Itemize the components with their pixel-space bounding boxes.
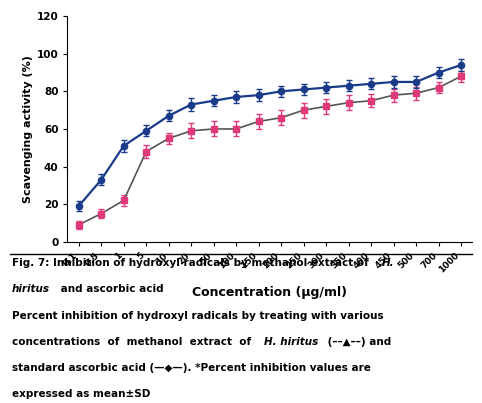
Text: Fig. 7: Inhibition of hydroxyl radicals by methanol extract of: Fig. 7: Inhibition of hydroxyl radicals …: [12, 258, 373, 268]
Text: standard ascorbic acid (—◆—). *Percent inhibition values are: standard ascorbic acid (—◆—). *Percent i…: [12, 363, 371, 373]
Y-axis label: Scavenging activity (%): Scavenging activity (%): [23, 55, 33, 203]
Text: H. hiritus: H. hiritus: [264, 337, 319, 347]
X-axis label: Concentration (μg/ml): Concentration (μg/ml): [192, 286, 348, 299]
Text: hiritus: hiritus: [12, 285, 50, 295]
Text: Percent inhibition of hydroxyl radicals by treating with various: Percent inhibition of hydroxyl radicals …: [12, 311, 384, 320]
Text: and ascorbic acid: and ascorbic acid: [57, 285, 163, 295]
Text: (––▲––) and: (––▲––) and: [324, 337, 392, 347]
Text: concentrations  of  methanol  extract  of: concentrations of methanol extract of: [12, 337, 255, 347]
Text: expressed as mean±SD: expressed as mean±SD: [12, 389, 150, 399]
Text: H.: H.: [382, 258, 395, 268]
